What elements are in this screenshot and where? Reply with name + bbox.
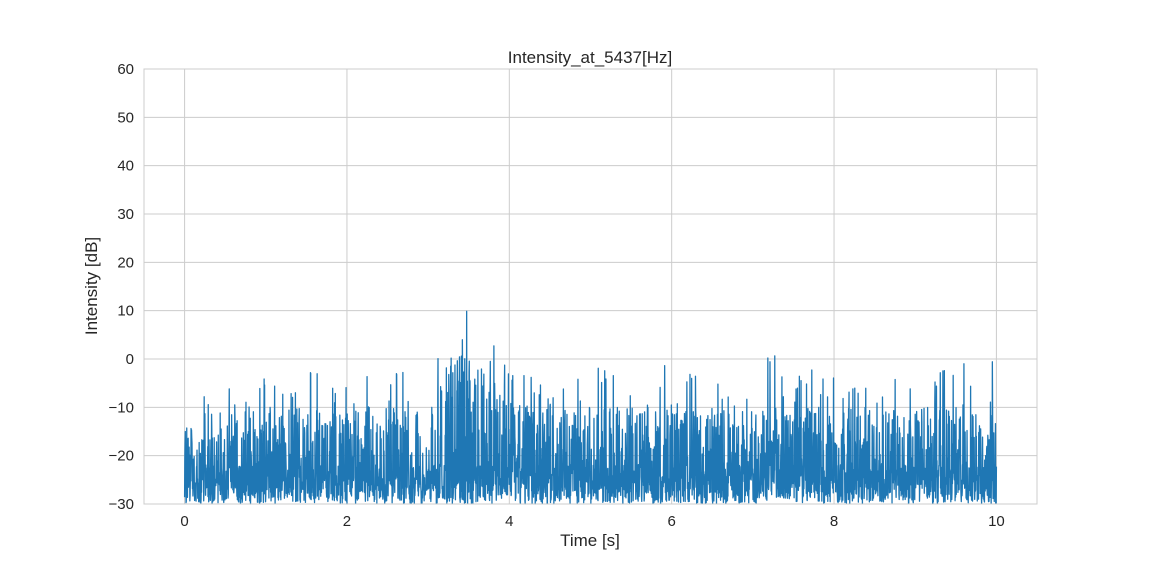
y-tick-label: 40 [117, 158, 134, 175]
y-tick-label: 20 [117, 254, 134, 271]
x-tick-label: 10 [988, 513, 1005, 530]
series-layer [183, 310, 998, 505]
x-tick-label: 6 [668, 513, 676, 530]
plot-area [144, 69, 1037, 504]
intensity-line [183, 310, 998, 505]
y-tick-label: 30 [117, 206, 134, 223]
chart-title: Intensity_at_5437[Hz] [508, 48, 672, 67]
plot-frame [143, 68, 1038, 505]
x-axis-label: Time [s] [560, 531, 620, 550]
x-tick-label: 8 [830, 513, 838, 530]
y-axis-label: Intensity [dB] [82, 237, 101, 335]
x-tick-labels: 0 2 4 6 8 10 [180, 513, 1004, 530]
x-tick-label: 0 [180, 513, 188, 530]
y-tick-label: −30 [109, 496, 134, 513]
y-tick-label: 50 [117, 109, 134, 126]
y-tick-labels: −30 −20 −10 0 10 20 30 40 50 60 [109, 61, 134, 513]
x-tick-label: 4 [505, 513, 513, 530]
y-tick-label: −10 [109, 399, 134, 416]
x-tick-label: 2 [343, 513, 351, 530]
y-tick-label: −20 [109, 448, 134, 465]
y-tick-label: 10 [117, 303, 134, 320]
y-tick-label: 60 [117, 61, 134, 78]
y-tick-label: 0 [126, 351, 134, 368]
